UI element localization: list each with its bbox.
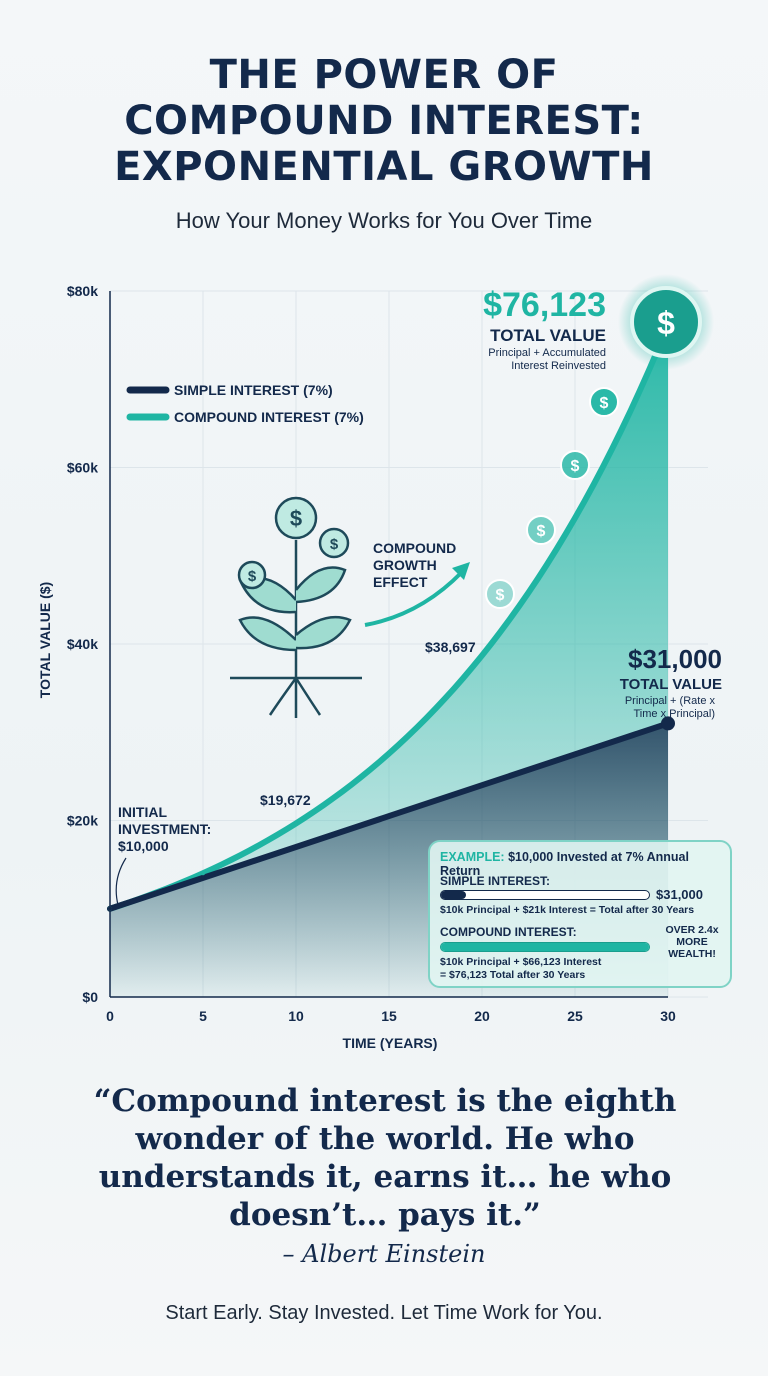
legend-simple: SIMPLE INTEREST (7%) <box>174 382 333 398</box>
initial-annotation: $10,000 <box>118 838 169 854</box>
example-box: EXAMPLE: $10,000 Invested at 7% Annual R… <box>428 840 732 988</box>
coin-icon <box>589 387 619 417</box>
svg-text:$: $ <box>248 568 257 585</box>
growth-effect-label: EFFECT <box>373 574 428 590</box>
y-tick-label: $20k <box>67 813 98 829</box>
coin-dollar: $ <box>571 458 580 475</box>
compound-bar <box>440 942 650 952</box>
compound-label: COMPOUND INTEREST: <box>440 925 577 939</box>
x-tick-label: 10 <box>288 1008 304 1024</box>
x-tick-label: 30 <box>660 1008 676 1024</box>
title-line: EXPONENTIAL GROWTH <box>114 144 654 190</box>
compound-detail: $10k Principal + $66,123 Interest <box>440 956 602 968</box>
coin-icon <box>485 579 515 609</box>
wealth-callout: OVER 2.4x MORE WEALTH! <box>665 924 719 960</box>
svg-text:$: $ <box>330 536 339 553</box>
x-tick-label: 0 <box>106 1008 114 1024</box>
coin-icon <box>526 515 556 545</box>
simple-total: $31,000 <box>628 644 722 674</box>
example-prefix: EXAMPLE: <box>440 850 505 864</box>
y-axis-label: TOTAL VALUE ($) <box>37 582 53 698</box>
x-tick-label: 25 <box>567 1008 583 1024</box>
compound-point <box>387 751 391 756</box>
initial-annotation: INVESTMENT: <box>118 821 211 837</box>
simple-point <box>573 752 577 757</box>
simple-point <box>661 716 675 731</box>
growth-arrowhead-icon <box>452 562 470 580</box>
simple-note: Time x Principal) <box>634 708 716 720</box>
x-tick-label: 15 <box>381 1008 397 1024</box>
simple-point <box>480 783 484 788</box>
growth-arrow-icon <box>364 570 464 627</box>
x-tick-label: 5 <box>199 1008 207 1024</box>
simple-point <box>201 875 205 880</box>
compound-total-label: TOTAL VALUE <box>490 326 606 345</box>
simple-note: Principal + (Rate x <box>625 695 716 707</box>
coin-dollar: $ <box>496 587 505 604</box>
money-plant-icon <box>230 496 362 718</box>
simple-label: SIMPLE INTEREST: <box>440 874 551 888</box>
footer-tagline: Start Early. Stay Invested. Let Time Wor… <box>165 1302 603 1324</box>
example-heading: $10,000 Invested at 7% Annual Return <box>440 850 689 878</box>
compound-note: Interest Reinvested <box>511 360 606 372</box>
quote-author: – Albert Einstein <box>282 1240 486 1268</box>
legend-compound: COMPOUND INTEREST (7%) <box>174 409 364 425</box>
compound-point <box>480 653 484 658</box>
compound-point <box>201 871 205 876</box>
dollar-coin-icon <box>630 286 702 358</box>
compound-total: $76,123 <box>483 286 606 324</box>
simple-detail: $10k Principal + $21k Interest = Total a… <box>440 904 695 916</box>
initial-annotation: INITIAL <box>118 804 167 820</box>
svg-text:$: $ <box>290 506 302 531</box>
y-tick-label: $0 <box>82 989 98 1005</box>
compound-detail: = $76,123 Total after 30 Years <box>440 969 586 981</box>
point10-label: $19,672 <box>260 792 311 808</box>
x-tick-label: 20 <box>474 1008 490 1024</box>
simple-point <box>294 844 298 849</box>
y-tick-label: $40k <box>67 636 98 652</box>
compound-point <box>294 821 298 826</box>
simple-point <box>387 814 391 819</box>
simple-point <box>108 906 112 911</box>
point20-label: $38,697 <box>425 639 476 655</box>
subtitle: How Your Money Works for You Over Time <box>175 208 593 233</box>
y-tick-label: $60k <box>67 460 98 476</box>
dollar-sign: $ <box>657 305 675 341</box>
coin-icon <box>560 450 590 480</box>
simple-value: $31,000 <box>656 887 703 902</box>
title-line: COMPOUND INTEREST: <box>124 98 644 144</box>
compound-note: Principal + Accumulated <box>488 347 606 359</box>
page-title: THE POWER OF COMPOUND INTEREST: EXPONENT… <box>0 52 768 190</box>
simple-total-label: TOTAL VALUE <box>620 676 722 693</box>
quote-text: “Compound interest is the eighth wonder … <box>93 1083 677 1233</box>
growth-effect-label: GROWTH <box>373 557 437 573</box>
initial-arrow <box>115 857 127 906</box>
simple-bar <box>440 890 650 900</box>
compound-point <box>573 516 577 521</box>
coin-dollar: $ <box>537 523 546 540</box>
y-tick-label: $80k <box>67 283 98 299</box>
title-line: THE POWER OF <box>209 52 559 98</box>
x-axis-label: TIME (YEARS) <box>343 1035 438 1051</box>
growth-effect-label: COMPOUND <box>373 540 456 556</box>
coin-dollar: $ <box>600 395 609 412</box>
